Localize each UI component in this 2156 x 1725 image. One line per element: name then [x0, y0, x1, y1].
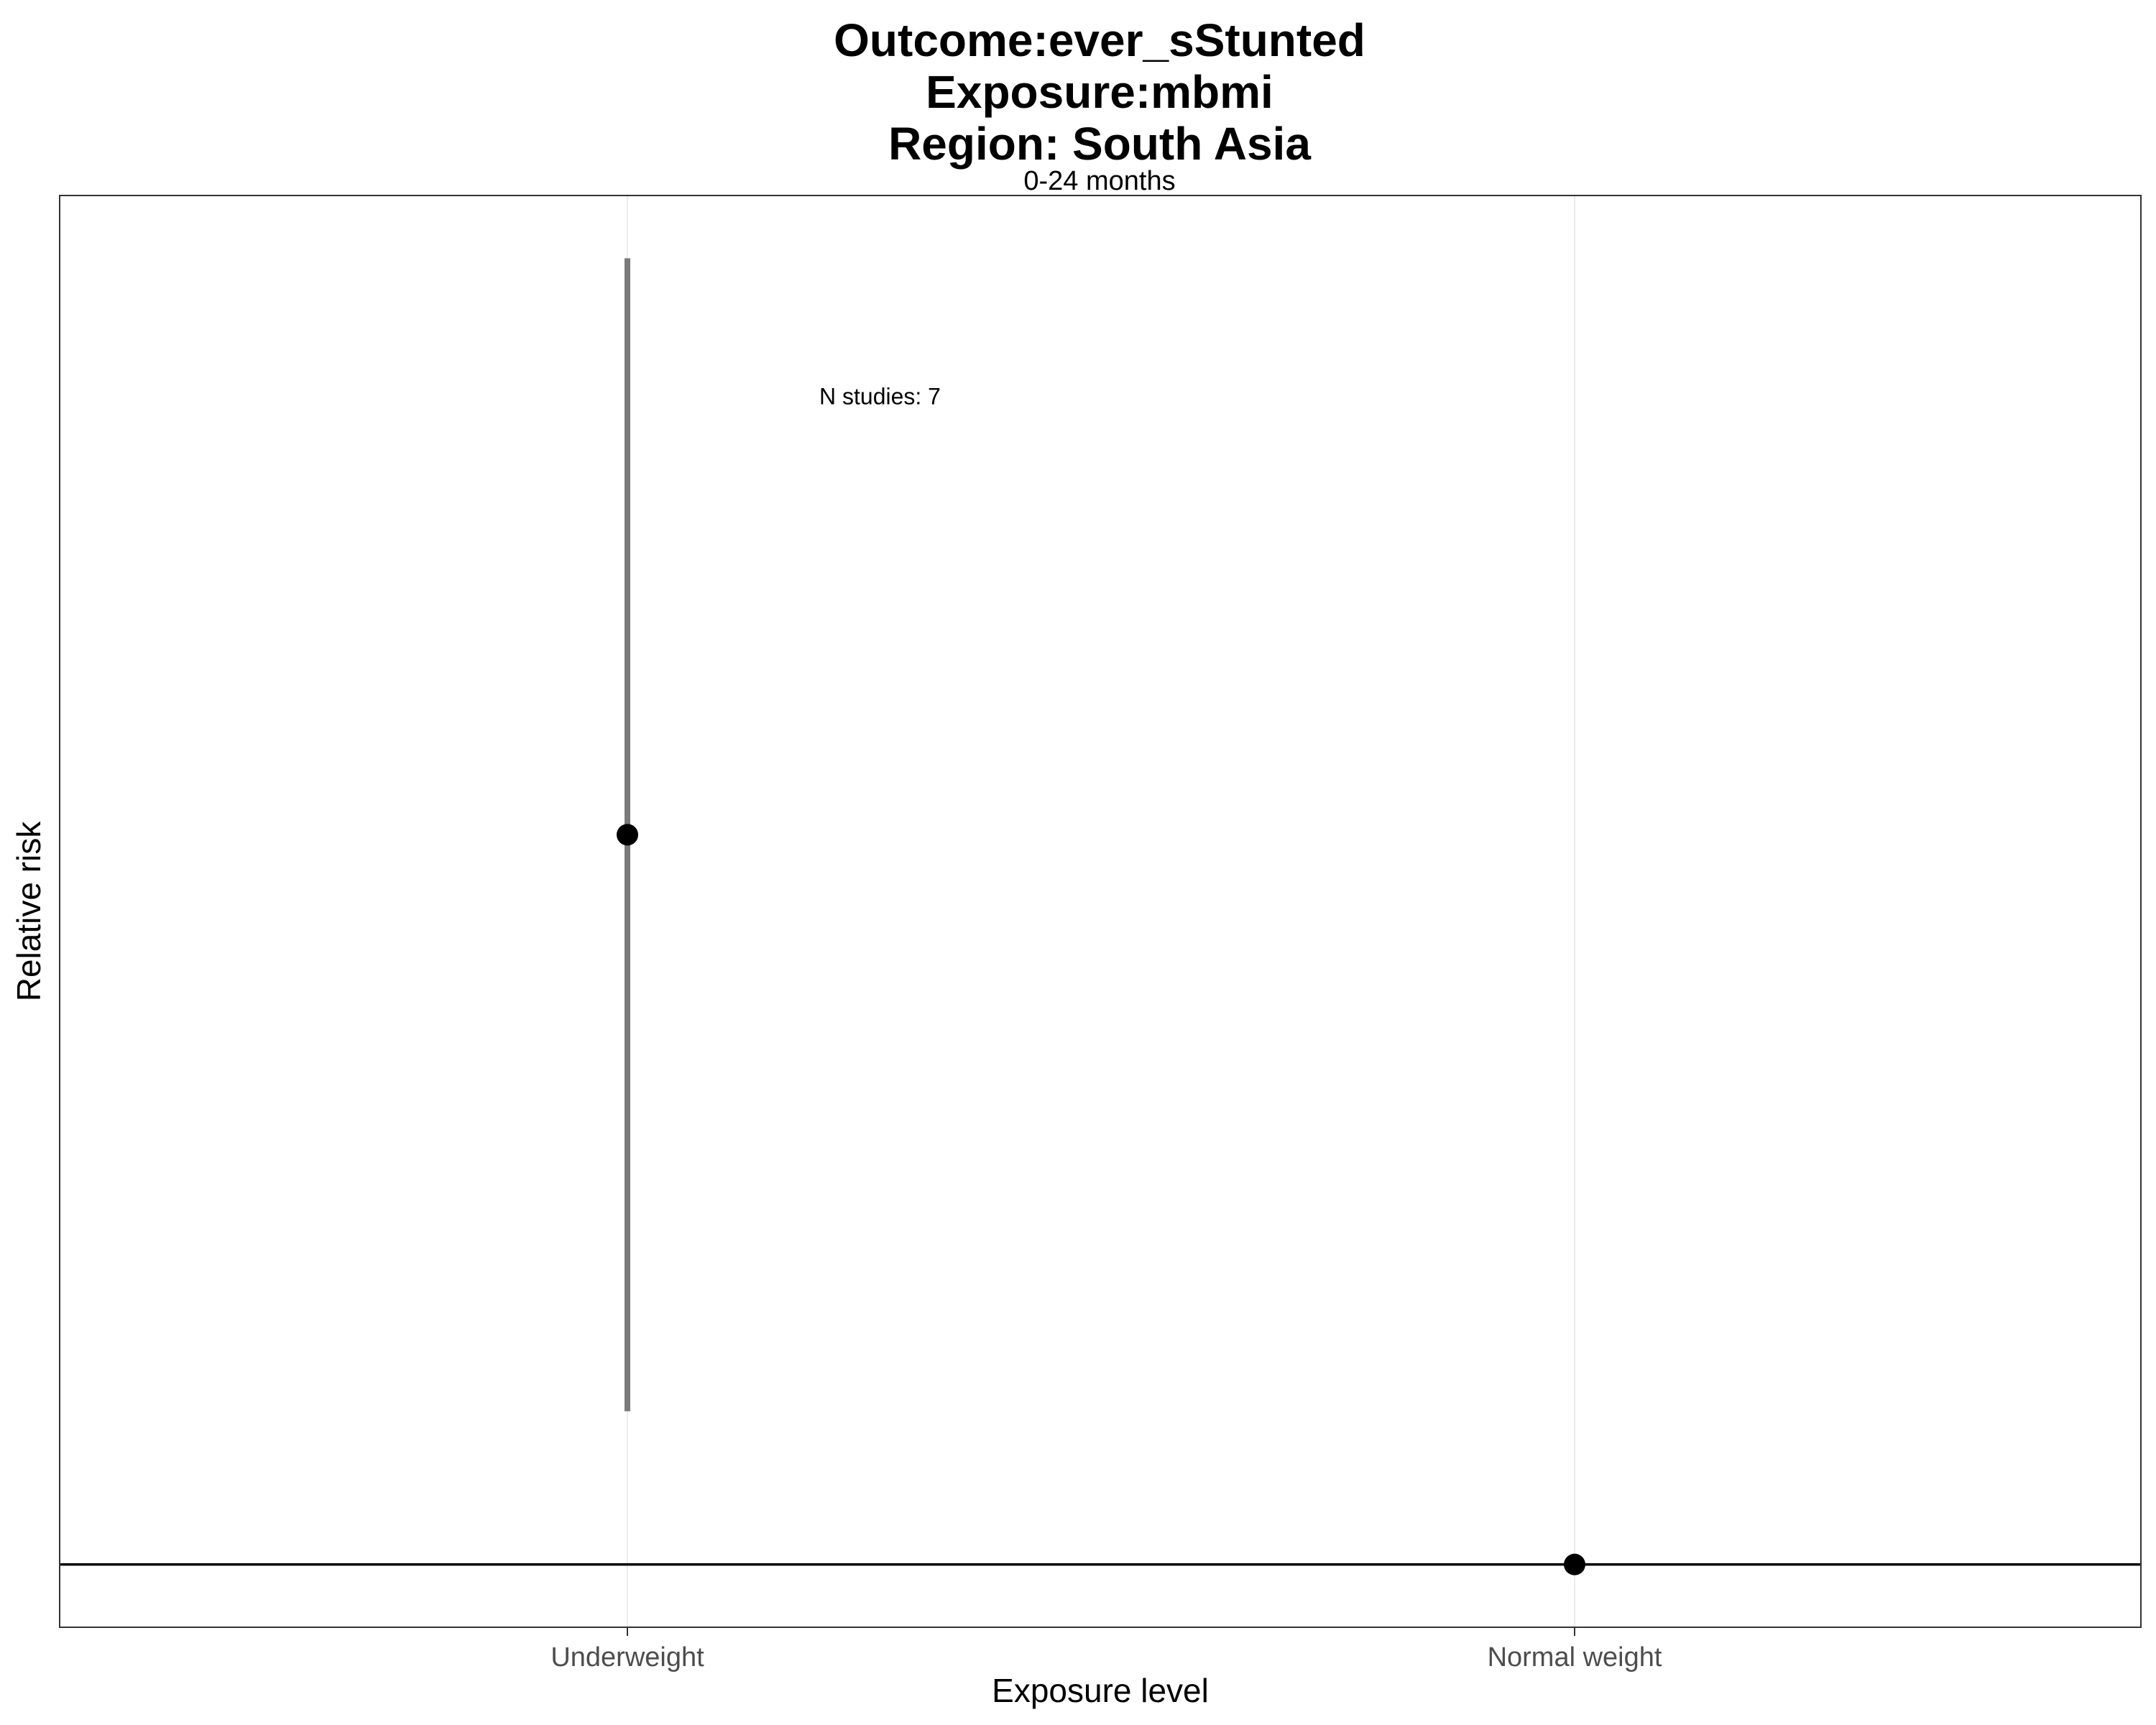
- gridlines: [627, 196, 1575, 1627]
- panel-border: [59, 195, 2142, 1628]
- y-axis-title: Relative risk: [10, 821, 47, 1002]
- chart-title-line-1: Outcome:ever_sStunted: [834, 14, 1365, 66]
- chart-subtitle: 0-24 months: [1023, 166, 1175, 196]
- points: [617, 824, 1585, 1576]
- chart-title-line-3: Region: South Asia: [888, 118, 1311, 170]
- chart-title-line-2: Exposure:mbmi: [926, 66, 1273, 118]
- chart-title: Outcome:ever_sStunted Exposure:mbmi Regi…: [834, 14, 1365, 196]
- annotation-n-studies: N studies: 7: [819, 383, 941, 409]
- x-axis-title: Exposure level: [992, 1672, 1209, 1709]
- x-tick-label-underweight: Underweight: [550, 1642, 704, 1673]
- annotations: N studies: 7: [819, 383, 941, 409]
- x-tick-label-normal-weight: Normal weight: [1488, 1642, 1662, 1673]
- x-axis-ticks: Underweight Normal weight: [550, 1627, 1662, 1673]
- point-normal-weight: [1564, 1553, 1585, 1576]
- point-underweight: [617, 824, 638, 846]
